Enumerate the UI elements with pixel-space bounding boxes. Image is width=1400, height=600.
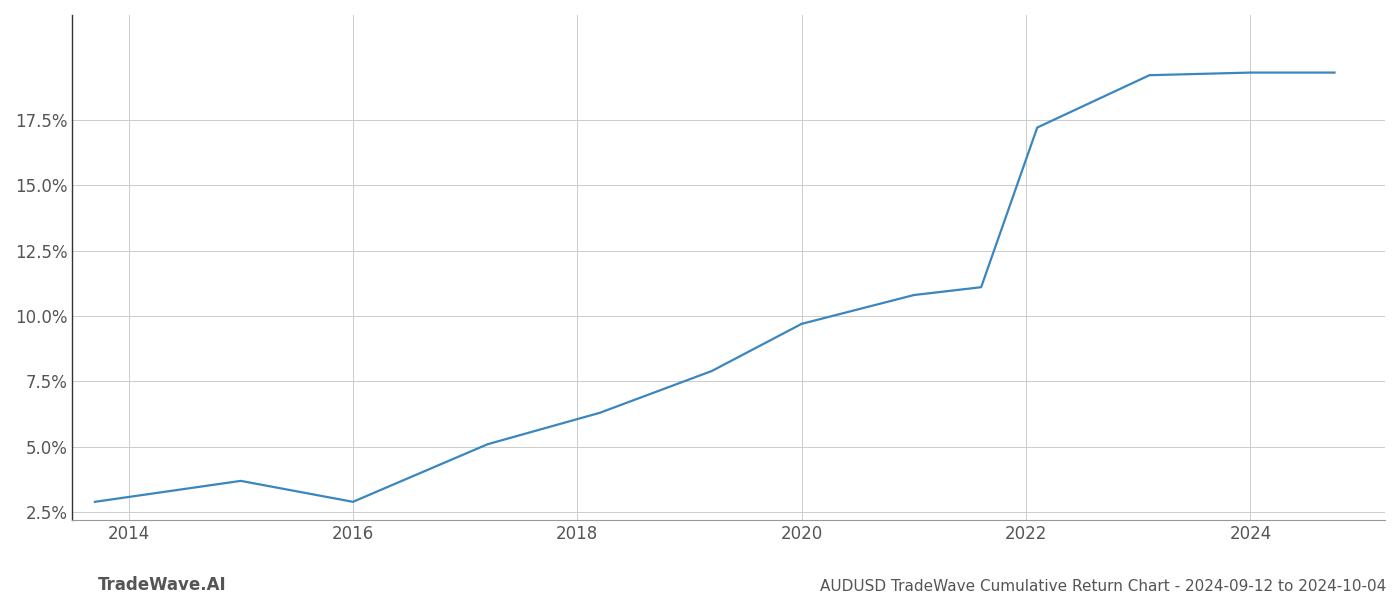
Text: AUDUSD TradeWave Cumulative Return Chart - 2024-09-12 to 2024-10-04: AUDUSD TradeWave Cumulative Return Chart… bbox=[820, 579, 1386, 594]
Text: TradeWave.AI: TradeWave.AI bbox=[98, 576, 227, 594]
